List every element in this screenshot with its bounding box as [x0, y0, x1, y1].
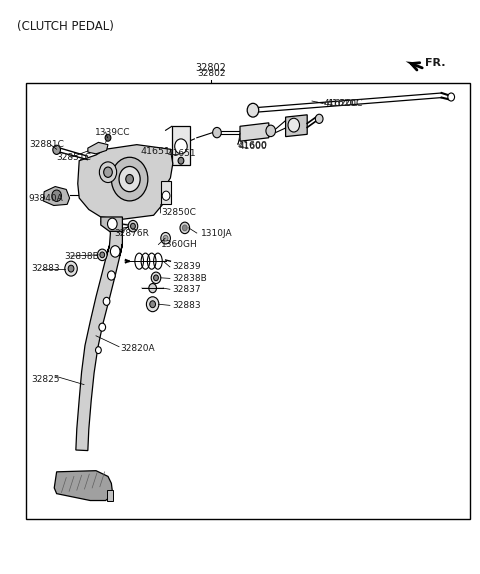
Polygon shape: [43, 187, 70, 205]
Circle shape: [175, 139, 187, 154]
Circle shape: [180, 222, 190, 234]
Text: 32883: 32883: [172, 301, 201, 310]
Circle shape: [68, 265, 74, 272]
Text: 1360GH: 1360GH: [161, 240, 198, 249]
Text: 32802: 32802: [196, 64, 227, 73]
Polygon shape: [286, 115, 307, 137]
Circle shape: [52, 190, 61, 201]
Circle shape: [161, 232, 170, 244]
Circle shape: [100, 252, 105, 258]
Circle shape: [99, 323, 106, 331]
Bar: [172, 126, 190, 165]
Circle shape: [154, 275, 158, 281]
Circle shape: [266, 125, 276, 137]
Bar: [26, 83, 470, 519]
Circle shape: [131, 223, 135, 229]
Text: 32881C: 32881C: [29, 140, 64, 149]
Text: 32850C: 32850C: [161, 208, 196, 218]
Circle shape: [213, 127, 221, 138]
Circle shape: [97, 249, 107, 261]
Text: 32851C: 32851C: [57, 153, 92, 162]
Circle shape: [150, 301, 156, 308]
Polygon shape: [240, 123, 269, 141]
Circle shape: [110, 246, 120, 257]
Text: 32838B: 32838B: [64, 251, 98, 261]
Text: 32838B: 32838B: [172, 274, 206, 283]
Bar: [161, 181, 171, 204]
Polygon shape: [88, 142, 108, 154]
Circle shape: [288, 118, 300, 132]
Circle shape: [126, 174, 133, 184]
Polygon shape: [78, 145, 173, 219]
Circle shape: [104, 167, 112, 177]
Circle shape: [146, 297, 159, 312]
Bar: [107, 490, 113, 501]
Circle shape: [128, 220, 138, 232]
Circle shape: [163, 235, 168, 241]
Circle shape: [65, 261, 77, 276]
Circle shape: [182, 225, 187, 231]
Text: 41620C: 41620C: [324, 99, 359, 108]
Circle shape: [99, 162, 117, 183]
Text: 41651: 41651: [168, 149, 197, 158]
Text: 1310JA: 1310JA: [201, 228, 232, 238]
Text: 41651: 41651: [140, 147, 170, 156]
Text: 1339CC: 1339CC: [95, 127, 131, 137]
Text: 32839: 32839: [172, 262, 201, 272]
Text: 32837: 32837: [172, 285, 201, 294]
Text: 32825: 32825: [31, 375, 60, 385]
Text: 32820A: 32820A: [120, 344, 155, 353]
Circle shape: [162, 191, 170, 200]
Circle shape: [151, 272, 161, 284]
Polygon shape: [54, 471, 113, 501]
Polygon shape: [101, 217, 122, 231]
Circle shape: [448, 93, 455, 101]
Text: FR.: FR.: [425, 58, 446, 68]
Text: 41600: 41600: [239, 142, 268, 151]
Circle shape: [119, 166, 140, 192]
Text: 41600: 41600: [238, 141, 268, 150]
Circle shape: [111, 157, 148, 201]
Polygon shape: [76, 219, 122, 451]
Circle shape: [178, 157, 184, 164]
Circle shape: [149, 284, 156, 293]
Text: (CLUTCH PEDAL): (CLUTCH PEDAL): [17, 20, 114, 33]
Circle shape: [108, 271, 115, 280]
Text: 41620C: 41620C: [326, 99, 363, 108]
Circle shape: [103, 297, 110, 305]
Text: 32876R: 32876R: [114, 228, 149, 238]
Circle shape: [247, 103, 259, 117]
Circle shape: [315, 114, 323, 123]
Text: 32802: 32802: [197, 69, 226, 78]
Polygon shape: [406, 61, 414, 67]
Circle shape: [53, 145, 60, 154]
Text: 93840A: 93840A: [29, 193, 63, 203]
Circle shape: [108, 218, 117, 230]
Circle shape: [105, 134, 111, 141]
Text: 32883: 32883: [32, 264, 60, 273]
Circle shape: [96, 347, 101, 354]
